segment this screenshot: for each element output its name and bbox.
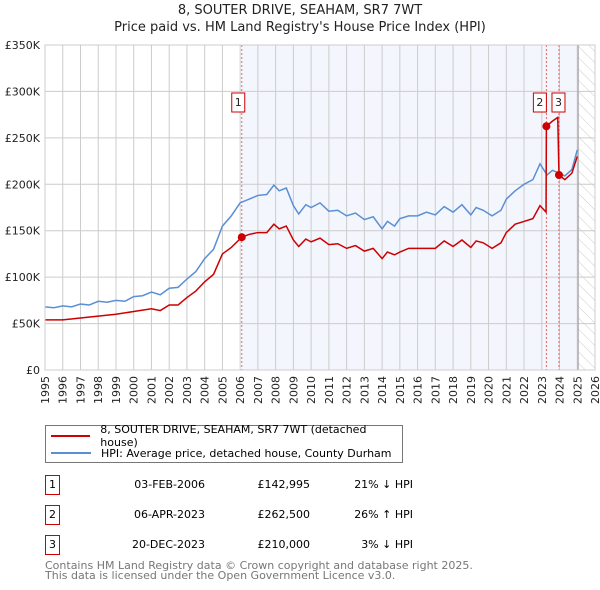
sale-price: £210,000 <box>257 538 311 551</box>
hpi-diff: 26% ↑ HPI <box>354 508 413 521</box>
x-tick-label: 2023 <box>536 376 549 404</box>
x-tick-label: 1998 <box>92 376 105 404</box>
sale-date: 03-FEB-2006 <box>134 478 205 491</box>
x-tick-label: 2006 <box>234 376 247 404</box>
plot-frame <box>44 44 596 371</box>
marker-badge: 2 <box>45 505 60 525</box>
x-tick-label: 2018 <box>447 376 460 404</box>
legend-label: 8, SOUTER DRIVE, SEAHAM, SR7 7WT (detach… <box>100 423 367 449</box>
transaction-row: 2 06-APR-2023 £262,500 26% ↑ HPI <box>45 505 465 525</box>
chart-title: 8, SOUTER DRIVE, SEAHAM, SR7 7WT <box>177 3 423 18</box>
x-tick-label: 2010 <box>305 376 318 404</box>
forecast-hatch <box>578 45 595 370</box>
x-tick-label: 1999 <box>110 376 123 404</box>
x-tick-label: 2014 <box>376 376 389 404</box>
sale-point <box>542 122 551 131</box>
x-tick-label: 2022 <box>518 376 531 404</box>
x-tick-label: 2021 <box>500 376 513 404</box>
y-tick-label: £350K <box>5 39 41 52</box>
x-tick-label: 1995 <box>39 376 52 404</box>
annotation-label: 3 <box>555 96 562 109</box>
y-tick-label: £0 <box>26 364 40 377</box>
hpi-line <box>44 149 578 309</box>
price-chart: 1995 1996 1997 1998 1999 2000 2001 2002 2003 2004… <box>5 39 600 404</box>
x-tick-label: 2020 <box>483 376 496 404</box>
x-tick-label: 2000 <box>128 376 141 404</box>
annotation-label: 2 <box>536 96 543 109</box>
x-tick-label: 2001 <box>145 376 158 404</box>
x-tick-label: 2003 <box>181 376 194 404</box>
x-tick-label: 2004 <box>199 376 212 404</box>
legend-label: HPI: Average price, detached house, Coun… <box>101 446 392 460</box>
x-tick-label: 1996 <box>57 376 70 404</box>
footer-licence: This data is licensed under the Open Gov… <box>45 569 396 582</box>
x-tick-label: 2025 <box>571 376 584 404</box>
sale-date: 20-DEC-2023 <box>131 538 205 551</box>
x-tick-label: 2019 <box>465 376 478 404</box>
x-tick-label: 2016 <box>412 376 425 404</box>
ownership-shading <box>241 45 579 370</box>
x-tick-label: 2008 <box>270 376 283 404</box>
sale-price: £262,500 <box>257 508 311 521</box>
annotation-box <box>551 92 566 113</box>
transaction-row: 3 20-DEC-2023 £210,000 3% ↓ HPI <box>45 535 465 555</box>
legend-item-property: 8, SOUTER DRIVE, SEAHAM, SR7 7WT (detach… <box>51 423 402 449</box>
x-tick-label: 2002 <box>163 376 176 404</box>
annotation-label: 1 <box>235 96 242 109</box>
x-tick-label: 2024 <box>554 376 567 404</box>
hpi-diff: 21% ↓ HPI <box>354 478 413 491</box>
x-tick-label: 2007 <box>252 376 265 404</box>
x-tick-label: 2011 <box>323 376 336 404</box>
annotation-box <box>231 92 246 113</box>
sale-point <box>237 233 246 242</box>
footer-copyright: Contains HM Land Registry data © Crown c… <box>45 559 473 572</box>
property-price-line <box>45 116 578 321</box>
x-tick-label: 2012 <box>341 376 354 404</box>
legend: 8, SOUTER DRIVE, SEAHAM, SR7 7WT (detach… <box>45 423 403 463</box>
annotation-box <box>532 92 547 113</box>
y-tick-label: £150K <box>5 225 41 238</box>
x-tick-label: 2017 <box>429 376 442 404</box>
chart-subtitle: Price paid vs. HM Land Registry's House … <box>114 20 486 35</box>
legend-swatch-red <box>51 435 91 437</box>
y-tick-label: £300K <box>5 85 41 98</box>
y-tick-label: £250K <box>5 132 41 145</box>
transaction-row: 1 03-FEB-2006 £142,995 21% ↓ HPI <box>45 475 465 495</box>
x-tick-label: 2026 <box>589 376 600 404</box>
marker-badge: 1 <box>45 475 60 495</box>
x-tick-label: 2009 <box>287 376 300 404</box>
y-tick-label: £100K <box>5 271 41 284</box>
y-tick-label: £200K <box>5 178 41 191</box>
legend-item-hpi: HPI: Average price, detached house, Coun… <box>51 445 392 461</box>
hpi-diff: 3% ↓ HPI <box>361 538 413 551</box>
sale-date: 06-APR-2023 <box>133 508 205 521</box>
x-tick-label: 2013 <box>358 376 371 404</box>
legend-swatch-blue <box>51 452 91 454</box>
x-tick-label: 2015 <box>394 376 407 404</box>
y-tick-label: £50K <box>12 318 41 331</box>
x-tick-label: 1997 <box>74 376 87 404</box>
sale-point <box>554 171 563 179</box>
marker-badge: 3 <box>45 535 60 555</box>
sale-price: £142,995 <box>257 478 311 491</box>
x-tick-label: 2005 <box>216 376 229 404</box>
